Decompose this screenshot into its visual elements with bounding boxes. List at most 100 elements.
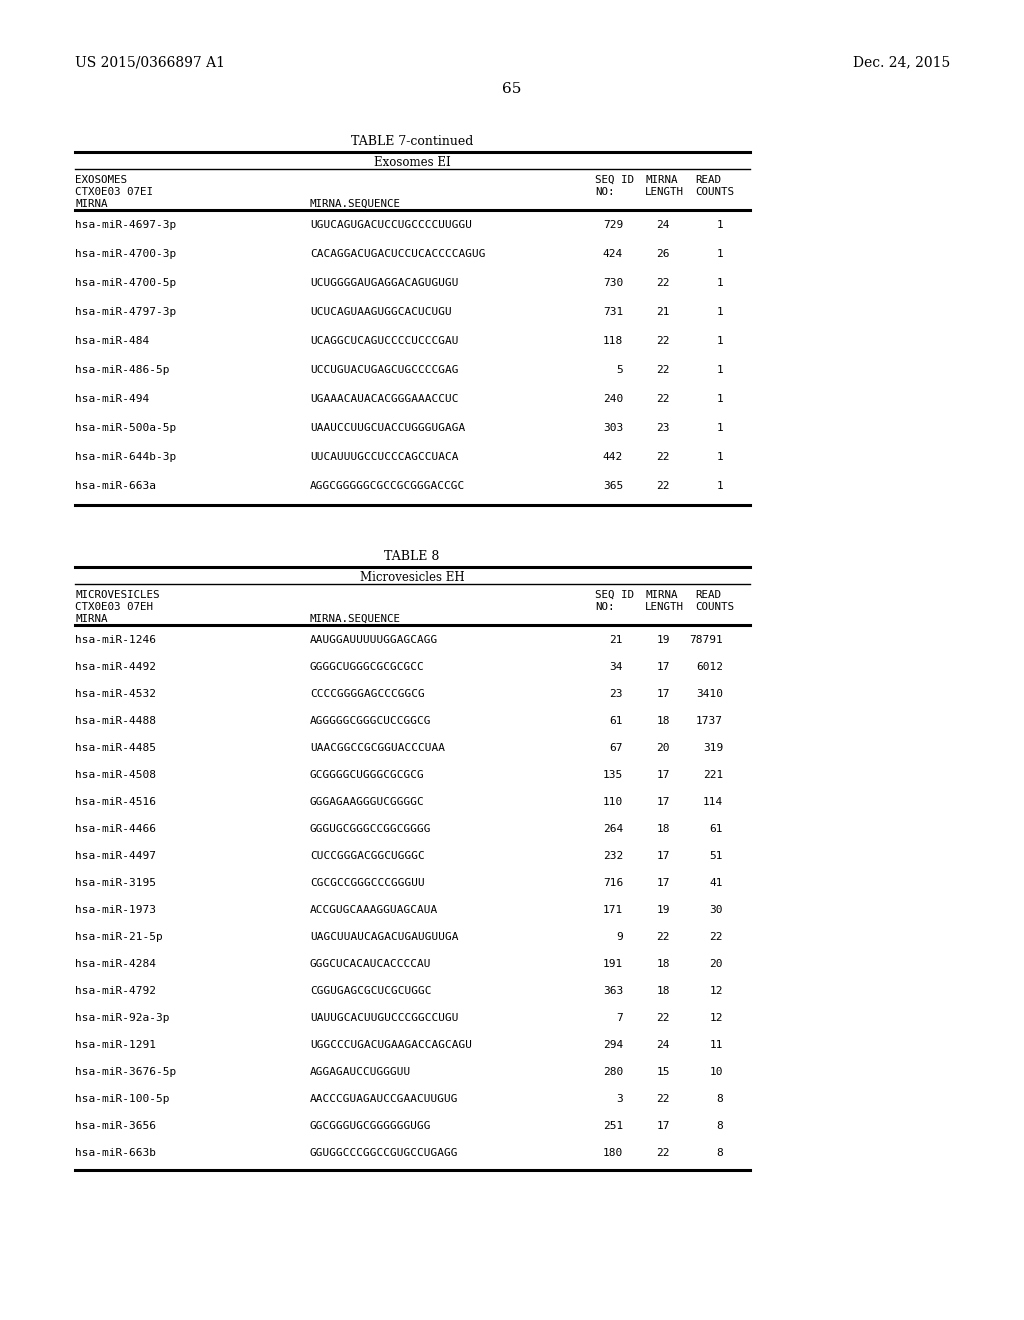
Text: hsa-miR-4488: hsa-miR-4488	[75, 715, 156, 726]
Text: MIRNA: MIRNA	[645, 176, 678, 185]
Text: hsa-miR-1973: hsa-miR-1973	[75, 906, 156, 915]
Text: 51: 51	[710, 851, 723, 861]
Text: CTX0E03 07EH: CTX0E03 07EH	[75, 602, 153, 612]
Text: 1: 1	[716, 393, 723, 404]
Text: 240: 240	[603, 393, 623, 404]
Text: AAUGGAUUUUUGGAGCAGG: AAUGGAUUUUUGGAGCAGG	[310, 635, 438, 645]
Text: 319: 319	[702, 743, 723, 752]
Text: hsa-miR-4797-3p: hsa-miR-4797-3p	[75, 308, 176, 317]
Text: 18: 18	[656, 960, 670, 969]
Text: 12: 12	[710, 986, 723, 997]
Text: TABLE 7-continued: TABLE 7-continued	[351, 135, 473, 148]
Text: MIRNA: MIRNA	[645, 590, 678, 601]
Text: US 2015/0366897 A1: US 2015/0366897 A1	[75, 55, 225, 69]
Text: hsa-miR-1291: hsa-miR-1291	[75, 1040, 156, 1049]
Text: 110: 110	[603, 797, 623, 807]
Text: hsa-miR-500a-5p: hsa-miR-500a-5p	[75, 422, 176, 433]
Text: 9: 9	[616, 932, 623, 942]
Text: UAUUGCACUUGUCCCGGCCUGU: UAUUGCACUUGUCCCGGCCUGU	[310, 1012, 459, 1023]
Text: hsa-miR-663b: hsa-miR-663b	[75, 1148, 156, 1158]
Text: 365: 365	[603, 480, 623, 491]
Text: CACAGGACUGACUCCUCACCCCAGUG: CACAGGACUGACUCCUCACCCCAGUG	[310, 249, 485, 259]
Text: UAACGGCCGCGGUACCCUAA: UAACGGCCGCGGUACCCUAA	[310, 743, 445, 752]
Text: AGGCGGGGGCGCCGCGGGACCGC: AGGCGGGGGCGCCGCGGGACCGC	[310, 480, 465, 491]
Text: 180: 180	[603, 1148, 623, 1158]
Text: 34: 34	[609, 663, 623, 672]
Text: 3410: 3410	[696, 689, 723, 700]
Text: 17: 17	[656, 851, 670, 861]
Text: hsa-miR-4532: hsa-miR-4532	[75, 689, 156, 700]
Text: 294: 294	[603, 1040, 623, 1049]
Text: 303: 303	[603, 422, 623, 433]
Text: GGUGGCCCGGCCGUGCCUGAGG: GGUGGCCCGGCCGUGCCUGAGG	[310, 1148, 459, 1158]
Text: GGCGGGUGCGGGGGGUGG: GGCGGGUGCGGGGGGUGG	[310, 1121, 431, 1131]
Text: hsa-miR-4508: hsa-miR-4508	[75, 770, 156, 780]
Text: 8: 8	[716, 1121, 723, 1131]
Text: 118: 118	[603, 337, 623, 346]
Text: 731: 731	[603, 308, 623, 317]
Text: 1: 1	[716, 308, 723, 317]
Text: 17: 17	[656, 663, 670, 672]
Text: MIRNA: MIRNA	[75, 199, 108, 209]
Text: UGGCCCUGACUGAAGACCAGCAGU: UGGCCCUGACUGAAGACCAGCAGU	[310, 1040, 472, 1049]
Text: 30: 30	[710, 906, 723, 915]
Text: 5: 5	[616, 366, 623, 375]
Text: hsa-miR-21-5p: hsa-miR-21-5p	[75, 932, 163, 942]
Text: ACCGUGCAAAGGUAGCAUA: ACCGUGCAAAGGUAGCAUA	[310, 906, 438, 915]
Text: GGGUGCGGGCCGGCGGGG: GGGUGCGGGCCGGCGGGG	[310, 824, 431, 834]
Text: TABLE 8: TABLE 8	[384, 550, 439, 564]
Text: 22: 22	[656, 1012, 670, 1023]
Text: AGGAGAUCCUGGGUU: AGGAGAUCCUGGGUU	[310, 1067, 412, 1077]
Text: hsa-miR-484: hsa-miR-484	[75, 337, 150, 346]
Text: 8: 8	[716, 1148, 723, 1158]
Text: UCCUGUACUGAGCUGCCCCGAG: UCCUGUACUGAGCUGCCCCGAG	[310, 366, 459, 375]
Text: MIRNA: MIRNA	[75, 614, 108, 624]
Text: 17: 17	[656, 1121, 670, 1131]
Text: 171: 171	[603, 906, 623, 915]
Text: 24: 24	[656, 220, 670, 230]
Text: 61: 61	[710, 824, 723, 834]
Text: 11: 11	[710, 1040, 723, 1049]
Text: hsa-miR-3676-5p: hsa-miR-3676-5p	[75, 1067, 176, 1077]
Text: 1: 1	[716, 249, 723, 259]
Text: NO:: NO:	[595, 602, 614, 612]
Text: 232: 232	[603, 851, 623, 861]
Text: UCUCAGUAAGUGGCACUCUGU: UCUCAGUAAGUGGCACUCUGU	[310, 308, 452, 317]
Text: 1: 1	[716, 220, 723, 230]
Text: 17: 17	[656, 878, 670, 888]
Text: 280: 280	[603, 1067, 623, 1077]
Text: 3: 3	[616, 1094, 623, 1104]
Text: 22: 22	[656, 279, 670, 288]
Text: 22: 22	[656, 480, 670, 491]
Text: 41: 41	[710, 878, 723, 888]
Text: MICROVESICLES: MICROVESICLES	[75, 590, 160, 601]
Text: SEQ ID: SEQ ID	[595, 176, 634, 185]
Text: hsa-miR-92a-3p: hsa-miR-92a-3p	[75, 1012, 170, 1023]
Text: 729: 729	[603, 220, 623, 230]
Text: UAGCUUAUCAGACUGAUGUUGA: UAGCUUAUCAGACUGAUGUUGA	[310, 932, 459, 942]
Text: hsa-miR-3195: hsa-miR-3195	[75, 878, 156, 888]
Text: 1: 1	[716, 279, 723, 288]
Text: CUCCGGGACGGCUGGGC: CUCCGGGACGGCUGGGC	[310, 851, 425, 861]
Text: hsa-miR-4466: hsa-miR-4466	[75, 824, 156, 834]
Text: hsa-miR-644b-3p: hsa-miR-644b-3p	[75, 451, 176, 462]
Text: 21: 21	[609, 635, 623, 645]
Text: 61: 61	[609, 715, 623, 726]
Text: 8: 8	[716, 1094, 723, 1104]
Text: 424: 424	[603, 249, 623, 259]
Text: COUNTS: COUNTS	[695, 602, 734, 612]
Text: NO:: NO:	[595, 187, 614, 197]
Text: READ: READ	[695, 176, 721, 185]
Text: UGAAACAUACACGGGAAACCUC: UGAAACAUACACGGGAAACCUC	[310, 393, 459, 404]
Text: 1: 1	[716, 422, 723, 433]
Text: hsa-miR-494: hsa-miR-494	[75, 393, 150, 404]
Text: 22: 22	[656, 366, 670, 375]
Text: LENGTH: LENGTH	[645, 602, 684, 612]
Text: 6012: 6012	[696, 663, 723, 672]
Text: 22: 22	[656, 932, 670, 942]
Text: MIRNA.SEQUENCE: MIRNA.SEQUENCE	[310, 199, 401, 209]
Text: 24: 24	[656, 1040, 670, 1049]
Text: 19: 19	[656, 906, 670, 915]
Text: hsa-miR-4516: hsa-miR-4516	[75, 797, 156, 807]
Text: 22: 22	[656, 393, 670, 404]
